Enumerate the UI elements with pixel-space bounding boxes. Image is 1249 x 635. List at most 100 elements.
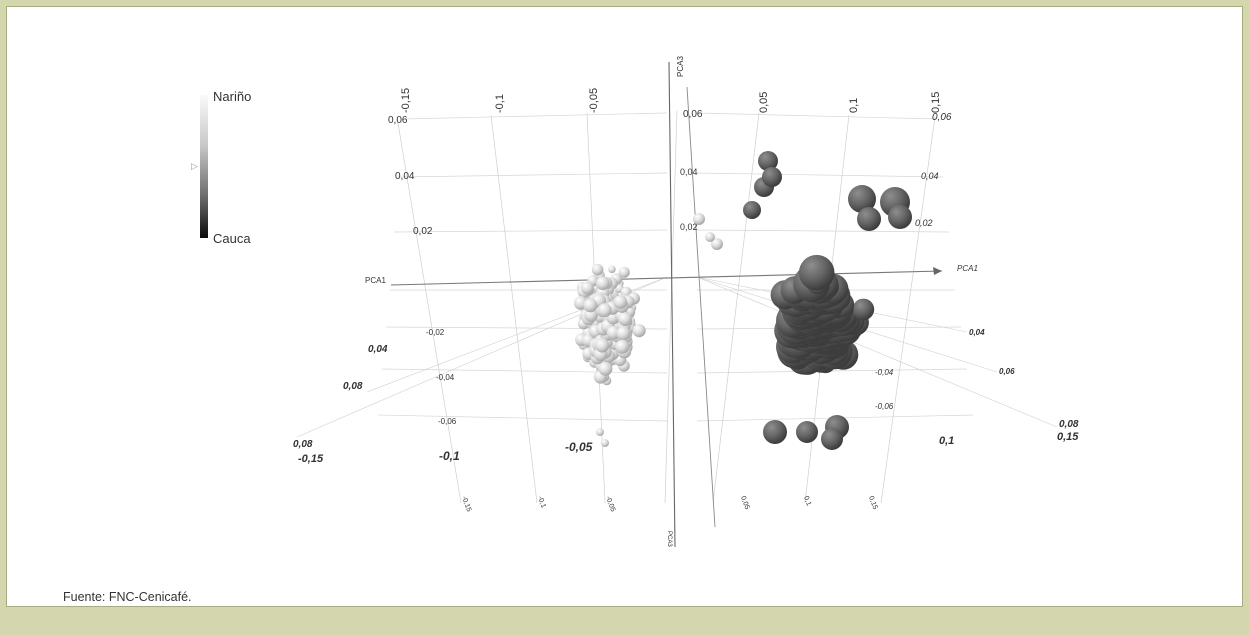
tick-depth-left: 0,08 [293, 439, 313, 450]
tick-top-x: 0,05 [758, 92, 770, 113]
tick-bottom-x: -0,1 [536, 495, 547, 509]
point-narino [618, 266, 630, 278]
point-narino [606, 325, 621, 340]
tick-bottom-x: 0,05 [739, 495, 750, 510]
tick-depth-left: 0,08 [343, 381, 363, 392]
grid-line-perspective [696, 276, 1058, 428]
tick-z-left-neg: -0,02 [426, 328, 445, 337]
tick-depth-right: 0,15 [1057, 431, 1079, 443]
axis-label-pca1-right: PCA1 [957, 264, 978, 273]
grid-line-horizontal-left [393, 229, 668, 233]
axis-pca2 [686, 86, 716, 528]
point-cauca [796, 421, 818, 443]
point-cauca [848, 185, 876, 213]
point-narino [583, 298, 598, 313]
grid-line-horizontal-right [696, 368, 968, 374]
pca-3d-scatter: -0,15 -0,1 -0,05 0,05 0,1 0,150,060,040,02-0,… [293, 56, 1079, 548]
point-narino [618, 312, 632, 326]
point-cauca [743, 201, 761, 219]
grid-line-vertical [664, 110, 678, 504]
tick-z-left: 0,02 [413, 226, 433, 237]
axis-grid [296, 61, 1058, 548]
legend-label-narino: Nariño [213, 89, 252, 104]
tick-z-right: 0,02 [915, 218, 933, 228]
point-narino [615, 339, 630, 354]
point-narino [596, 428, 604, 436]
tick-top-x: 0,15 [930, 92, 942, 113]
tick-bottom-x: 0,15 [867, 495, 878, 510]
tick-top-x: -0,1 [494, 94, 506, 113]
point-cauca [762, 167, 782, 187]
tick-depth-left: -0,15 [298, 453, 324, 465]
point-narino [693, 213, 705, 225]
tick-depth-right: 0,04 [969, 328, 985, 337]
tick-z-right: 0,06 [932, 112, 952, 123]
point-narino [613, 295, 628, 309]
axis-labels: PCA1 PCA1 PCA3 PCA3 [365, 56, 978, 548]
tick-top-x: -0,15 [400, 88, 412, 113]
point-narino [616, 326, 631, 341]
axis-pca3 [668, 61, 676, 548]
point-cauca [857, 207, 881, 231]
tick-inner-z: 0,02 [680, 222, 698, 232]
axis-label-pca3-top: PCA3 [676, 56, 685, 77]
axis-label-pca1-left: PCA1 [365, 276, 386, 285]
point-narino [595, 338, 610, 353]
axis-label-pca3-bottom: PCA3 [666, 531, 672, 547]
point-narino [596, 276, 610, 291]
grid-line-horizontal-right [696, 112, 938, 120]
point-narino [632, 324, 646, 338]
tick-z-left: 0,06 [388, 115, 408, 126]
point-cauca [763, 420, 787, 444]
tick-top-x: -0,05 [588, 88, 600, 113]
legend-label-cauca: Cauca [213, 231, 251, 246]
point-cauca [798, 254, 835, 291]
tick-z-right: -0,06 [875, 402, 894, 411]
point-narino [705, 232, 715, 242]
tick-bottom-x: -0,15 [460, 495, 472, 512]
tick-bottom-x: -0,05 [604, 495, 616, 512]
tick-inner-z: 0,06 [683, 109, 703, 120]
point-narino [608, 265, 616, 274]
tick-z-right: 0,04 [921, 171, 939, 181]
point-cauca [888, 205, 912, 229]
figure-panel: -0,15 -0,1 -0,05 0,05 0,1 0,15 0,06 0,04 0,02 -0,… [6, 6, 1243, 607]
tick-depth-left: -0,1 [439, 449, 460, 463]
tick-z-left-neg: -0,04 [436, 373, 455, 382]
tick-z-left-neg: -0,06 [438, 417, 457, 426]
point-narino [581, 281, 594, 295]
tick-inner-z: 0,04 [680, 167, 698, 177]
grid-line-vertical [396, 116, 462, 504]
grid-line-horizontal-right [696, 172, 944, 178]
tick-z-right: -0,04 [875, 368, 894, 377]
point-narino [711, 238, 723, 250]
grid-line-horizontal-left [397, 172, 668, 178]
tick-top-x: 0,1 [848, 98, 860, 113]
source-note: Fuente: FNC-Cenicafé. [63, 590, 192, 604]
grid-line-vertical [490, 114, 538, 504]
tick-depth-right: 0,08 [1059, 419, 1079, 430]
grid-line-horizontal-left [401, 112, 668, 120]
grid-line-vertical [880, 116, 936, 504]
grid-line-horizontal-left [381, 368, 668, 374]
color-scale-bar [200, 95, 208, 238]
point-narino [601, 439, 609, 447]
tick-bottom-x: 0,1 [802, 495, 812, 507]
point-cauca [758, 151, 778, 171]
grid-line-horizontal-left [377, 414, 668, 422]
tick-depth-right: 0,06 [999, 367, 1015, 376]
grid-line-horizontal-right [696, 229, 950, 233]
point-narino [597, 303, 612, 318]
tick-depth-left: -0,05 [565, 440, 593, 454]
color-scale-marker: ▷ [191, 161, 198, 171]
axis-pca1-arrow [933, 267, 942, 275]
tick-depth-right: 0,1 [939, 435, 954, 447]
scatter-points [573, 151, 912, 450]
tick-z-left: 0,04 [395, 171, 415, 182]
point-narino [591, 263, 604, 276]
point-cauca [821, 428, 843, 450]
tick-depth-left: 0,04 [368, 344, 388, 355]
point-cauca [852, 298, 875, 321]
axis-ticks: -0,15 -0,1 -0,05 0,05 0,1 0,150,060,040,02-0,… [293, 88, 1079, 513]
point-narino [598, 362, 613, 376]
